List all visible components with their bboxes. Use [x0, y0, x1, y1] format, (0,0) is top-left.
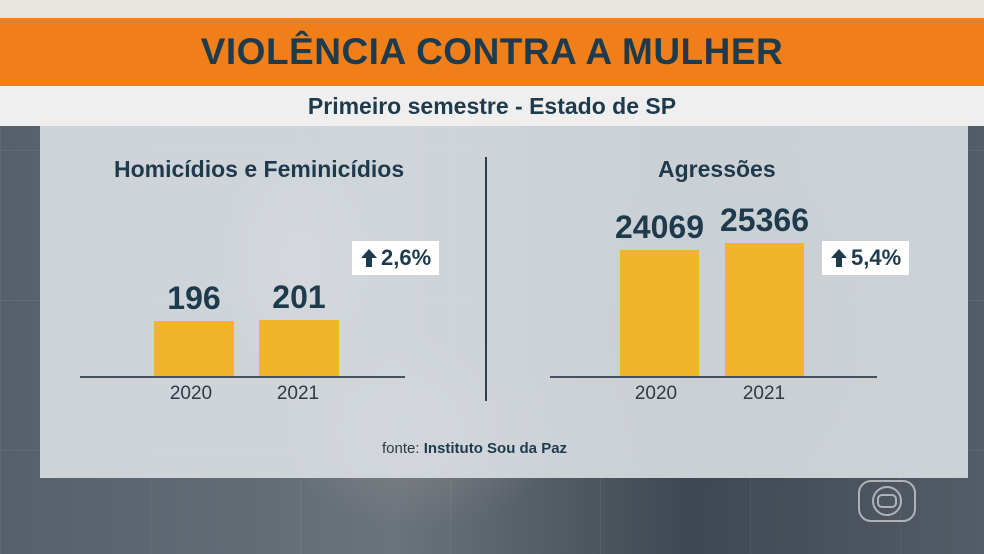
- source-name: Instituto Sou da Paz: [423, 440, 568, 457]
- value-label-agressoes-2021: 25366: [720, 202, 809, 238]
- subtitle-bar: Primeiro semestre - Estado de SP: [0, 86, 984, 126]
- value-label-agressoes-2020: 24069: [615, 209, 704, 245]
- tick-label-homicidios-2021: 2021: [276, 383, 320, 404]
- source-credit: fonte: Instituto Sou da Paz: [382, 440, 567, 457]
- change-label-agressoes: 5,4%: [851, 245, 902, 270]
- chart-divider: [485, 157, 487, 401]
- arrow-up-icon: [361, 249, 377, 267]
- tick-label-agressoes-2020: 2020: [634, 383, 678, 404]
- bar-homicidios-2020: [154, 321, 234, 376]
- bar-agressoes-2021: [725, 243, 804, 376]
- page-subtitle: Primeiro semestre - Estado de SP: [307, 92, 677, 119]
- tick-label-agressoes-2021: 2021: [742, 383, 786, 404]
- title-bar: VIOLÊNCIA CONTRA A MULHER: [0, 18, 984, 86]
- tick-label-homicidios-2020: 2020: [169, 383, 213, 404]
- bar-agressoes-2020: [620, 250, 699, 376]
- change-badge-agressoes: 5,4%: [822, 241, 910, 275]
- value-label-homicidios-2020: 196: [167, 280, 221, 316]
- globo-logo-icon: [858, 480, 916, 522]
- change-badge-homicidios: 2,6%: [352, 241, 440, 275]
- chart-panel: [40, 126, 968, 478]
- value-label-homicidios-2021: 201: [272, 279, 326, 315]
- change-label-homicidios: 2,6%: [381, 245, 432, 270]
- arrow-up-icon: [831, 249, 847, 267]
- chart-title-homicidios: Homicídios e Feminicídios: [114, 156, 405, 182]
- source-prefix: fonte:: [382, 440, 420, 457]
- chart-title-agressoes: Agressões: [658, 156, 776, 182]
- baseline-homicidios: [80, 376, 405, 378]
- top-strip: [0, 0, 984, 18]
- page-title: VIOLÊNCIA CONTRA A MULHER: [200, 31, 784, 72]
- baseline-agressoes: [550, 376, 877, 378]
- bar-homicidios-2021: [259, 320, 339, 376]
